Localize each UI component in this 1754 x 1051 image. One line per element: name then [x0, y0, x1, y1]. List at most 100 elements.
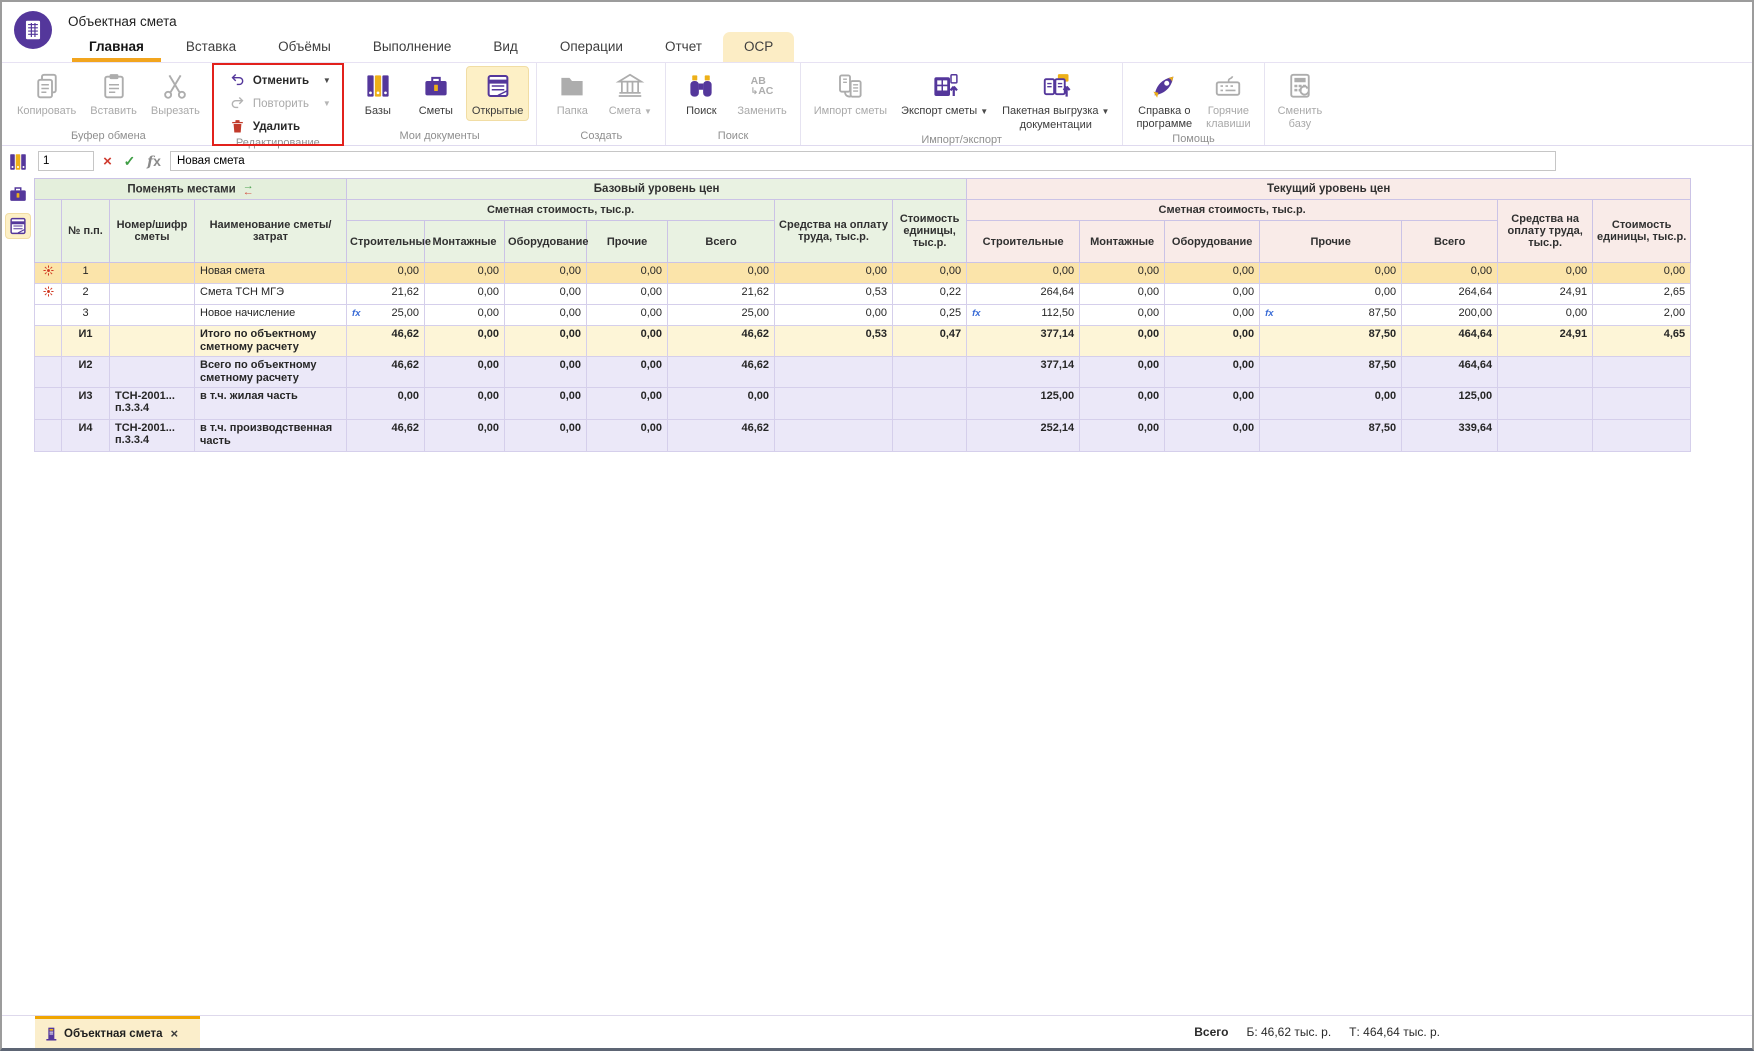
- value-cell[interactable]: 0,00: [1079, 387, 1166, 420]
- tab-osr[interactable]: ОСР: [722, 32, 795, 62]
- value-cell[interactable]: 46,62: [667, 325, 776, 357]
- value-cell[interactable]: 21,62: [346, 283, 426, 305]
- value-cell[interactable]: 0,53: [774, 325, 894, 357]
- value-cell[interactable]: 0,00: [1079, 262, 1166, 284]
- value-cell[interactable]: [1592, 419, 1692, 452]
- import-estimate-button[interactable]: Импорт сметы: [808, 66, 893, 121]
- value-cell[interactable]: 46,62: [667, 356, 776, 388]
- value-cell[interactable]: 46,62: [346, 325, 426, 357]
- value-cell[interactable]: 2,00: [1592, 304, 1692, 326]
- value-cell[interactable]: 0,00: [504, 325, 588, 357]
- value-cell[interactable]: 0,53: [774, 283, 894, 305]
- row-num-cell[interactable]: И1: [61, 325, 110, 357]
- sidebar-item-bases[interactable]: [5, 149, 31, 175]
- row-marker-cell[interactable]: [34, 387, 62, 420]
- value-cell[interactable]: 0,00: [774, 304, 894, 326]
- chevron-down-icon[interactable]: ▼: [980, 107, 989, 116]
- row-num-cell[interactable]: И4: [61, 419, 110, 452]
- value-cell[interactable]: 0,00: [586, 262, 669, 284]
- value-cell[interactable]: 0,00: [504, 356, 588, 388]
- row-marker-cell[interactable]: [34, 356, 62, 388]
- value-cell[interactable]: 252,14: [966, 419, 1081, 452]
- help-button[interactable]: Справка о программе: [1130, 66, 1198, 133]
- value-cell[interactable]: 0,00: [1497, 304, 1594, 326]
- value-cell[interactable]: 0,00: [424, 325, 506, 357]
- value-cell[interactable]: 0,00: [1079, 304, 1166, 326]
- value-cell[interactable]: [1497, 356, 1594, 388]
- value-cell[interactable]: [892, 387, 968, 420]
- row-name-cell[interactable]: в т.ч. жилая часть: [193, 387, 348, 420]
- tab-volumes[interactable]: Объёмы: [278, 39, 331, 54]
- row-code-cell[interactable]: [109, 262, 195, 284]
- value-cell[interactable]: 0,00: [424, 262, 506, 284]
- value-cell[interactable]: 0,00: [586, 419, 669, 452]
- value-cell[interactable]: 0,00: [504, 283, 588, 305]
- value-cell[interactable]: 377,14: [966, 356, 1081, 388]
- value-cell[interactable]: 125,00: [1401, 387, 1499, 420]
- apply-icon[interactable]: ✓: [123, 152, 136, 169]
- tab-operations[interactable]: Операции: [559, 39, 623, 54]
- value-cell[interactable]: 0,00: [346, 262, 426, 284]
- copy-button[interactable]: Копировать: [11, 66, 82, 121]
- value-cell[interactable]: [774, 419, 894, 452]
- row-name-cell[interactable]: Итого по объектному сметному расчету: [193, 325, 348, 357]
- value-cell[interactable]: 0,00: [586, 356, 669, 388]
- sidebar-item-estimates[interactable]: [5, 181, 31, 207]
- formula-value-input[interactable]: [170, 151, 1556, 171]
- folder-button[interactable]: Папка: [544, 66, 600, 121]
- chevron-down-icon[interactable]: ▼: [322, 76, 331, 85]
- value-cell[interactable]: 200,00: [1401, 304, 1499, 326]
- value-cell[interactable]: 21,62: [667, 283, 776, 305]
- value-cell[interactable]: 464,64: [1401, 325, 1499, 357]
- value-cell[interactable]: 0,00: [586, 387, 669, 420]
- value-cell[interactable]: 0,00: [966, 262, 1081, 284]
- tab-insert[interactable]: Вставка: [185, 39, 237, 54]
- value-cell[interactable]: 4,65: [1592, 325, 1692, 357]
- value-cell[interactable]: 24,91: [1497, 283, 1594, 305]
- row-name-cell[interactable]: Новое начисление: [193, 304, 348, 326]
- value-cell[interactable]: 0,00: [346, 387, 426, 420]
- value-cell[interactable]: 464,64: [1401, 356, 1499, 388]
- value-cell[interactable]: 0,00: [1592, 262, 1692, 284]
- value-cell[interactable]: [1497, 387, 1594, 420]
- value-cell[interactable]: 0,00: [424, 283, 506, 305]
- value-cell[interactable]: fx 112,50: [966, 304, 1081, 326]
- tab-execution[interactable]: Выполнение: [372, 39, 452, 54]
- value-cell[interactable]: 0,00: [424, 419, 506, 452]
- value-cell[interactable]: 0,00: [504, 262, 588, 284]
- value-cell[interactable]: 0,00: [1164, 356, 1261, 388]
- row-code-cell[interactable]: ТСН-2001... п.3.3.4: [109, 419, 195, 452]
- row-name-cell[interactable]: в т.ч. производственная часть: [193, 419, 348, 452]
- value-cell[interactable]: 0,00: [774, 262, 894, 284]
- hotkeys-button[interactable]: Горячие клавиши: [1200, 66, 1256, 133]
- value-cell[interactable]: 87,50: [1259, 325, 1403, 357]
- value-cell[interactable]: 0,00: [1079, 419, 1166, 452]
- close-tab-icon[interactable]: ×: [170, 1026, 179, 1041]
- tab-report[interactable]: Отчет: [664, 39, 702, 54]
- value-cell[interactable]: 0,00: [1079, 356, 1166, 388]
- value-cell[interactable]: 0,00: [424, 304, 506, 326]
- value-cell[interactable]: 0,00: [667, 262, 776, 284]
- row-marker-cell[interactable]: [34, 325, 62, 357]
- value-cell[interactable]: 0,00: [586, 325, 669, 357]
- value-cell[interactable]: fx 25,00: [346, 304, 426, 326]
- value-cell[interactable]: 2,65: [1592, 283, 1692, 305]
- value-cell[interactable]: 377,14: [966, 325, 1081, 357]
- value-cell[interactable]: 0,00: [892, 262, 968, 284]
- value-cell[interactable]: 0,00: [1164, 262, 1261, 284]
- value-cell[interactable]: 0,00: [586, 304, 669, 326]
- sidebar-item-open-docs[interactable]: [5, 213, 31, 239]
- app-logo-icon[interactable]: [14, 11, 52, 49]
- replace-button[interactable]: AB ↳AC Заменить: [731, 66, 792, 121]
- swap-rows-header[interactable]: Поменять местами → ←: [34, 178, 348, 200]
- value-cell[interactable]: 339,64: [1401, 419, 1499, 452]
- change-base-button[interactable]: Сменить базу: [1272, 66, 1329, 133]
- value-cell[interactable]: fx 87,50: [1259, 304, 1403, 326]
- row-name-cell[interactable]: Всего по объектному сметному расчету: [193, 356, 348, 388]
- value-cell[interactable]: 264,64: [1401, 283, 1499, 305]
- chevron-down-icon[interactable]: ▼: [644, 107, 652, 116]
- row-marker-cell[interactable]: [34, 419, 62, 452]
- row-marker-cell[interactable]: [34, 304, 62, 326]
- row-number-input[interactable]: [38, 151, 94, 171]
- value-cell[interactable]: 0,00: [586, 283, 669, 305]
